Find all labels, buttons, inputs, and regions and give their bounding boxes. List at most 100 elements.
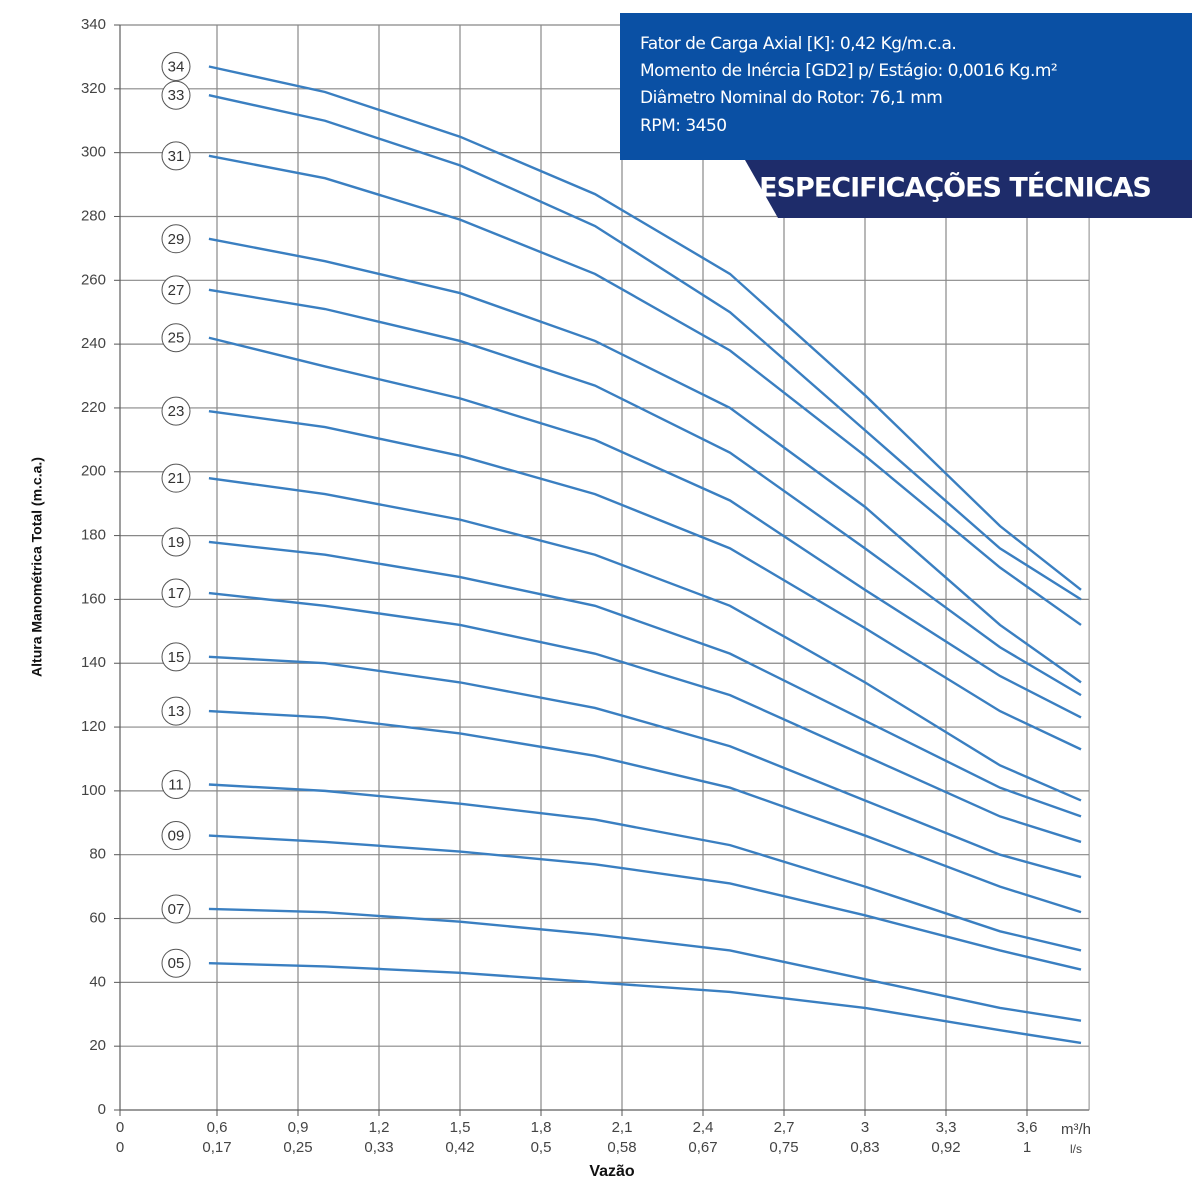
x-tick-label: 3,6 <box>1017 1119 1038 1136</box>
curve-label-circle <box>161 578 191 608</box>
y-tick-label: 280 <box>81 207 106 224</box>
curve-label: 13 <box>168 703 185 720</box>
curve-label-circle <box>161 275 191 305</box>
curve-label-circle <box>161 396 191 426</box>
curve-label-circle <box>161 141 191 171</box>
y-tick-label: 300 <box>81 144 106 161</box>
curve-label: 09 <box>168 828 185 845</box>
curve <box>208 237 1082 684</box>
x-tick-label: 1,8 <box>531 1119 552 1136</box>
curve <box>208 834 1082 971</box>
curve-label-circle <box>161 80 191 110</box>
curve-label: 05 <box>168 955 185 972</box>
curve-label-circle <box>161 642 191 672</box>
curve <box>208 336 1082 719</box>
curve <box>208 94 1082 601</box>
y-tick-label: 260 <box>81 271 106 288</box>
curve-label-circle <box>161 323 191 353</box>
y-tick-label: 120 <box>81 718 106 735</box>
curve-label: 07 <box>168 901 185 918</box>
y-tick-label: 220 <box>81 399 106 416</box>
spec-line: RPM: 3450 <box>640 116 727 136</box>
y-tick-label: 80 <box>89 846 106 863</box>
x2-tick-label: 0,92 <box>931 1139 960 1156</box>
x-unit: m³/h <box>1061 1121 1091 1138</box>
y-tick-label: 60 <box>89 909 106 926</box>
x2-tick-label: 0,33 <box>364 1139 393 1156</box>
x-tick-label: 0,9 <box>288 1119 309 1136</box>
curve <box>208 288 1082 697</box>
spec-line: Fator de Carga Axial [K]: 0,42 Kg/m.c.a. <box>640 34 956 54</box>
x-tick-label: 2,7 <box>774 1119 795 1136</box>
curve <box>208 476 1082 802</box>
x-tick-label: 0 <box>116 1119 124 1136</box>
x2-tick-label: 0,58 <box>607 1139 636 1156</box>
x-tick-label: 2,4 <box>693 1119 714 1136</box>
y-tick-label: 240 <box>81 335 106 352</box>
x-tick-label: 1,2 <box>369 1119 390 1136</box>
y-tick-label: 180 <box>81 527 106 544</box>
spec-line: Momento de Inércia [GD2] p/ Estágio: 0,0… <box>640 61 1057 81</box>
spec-title: ESPECIFICAÇÕES TÉCNICAS <box>759 172 1151 204</box>
y-tick-label: 140 <box>81 654 106 671</box>
curve-label: 19 <box>168 534 185 551</box>
curve <box>208 655 1082 879</box>
curve-label-circle <box>161 696 191 726</box>
curve-label: 17 <box>168 585 185 602</box>
curve-label: 27 <box>168 282 185 299</box>
curve-label-circle <box>161 51 191 81</box>
y-tick-label: 20 <box>89 1037 106 1054</box>
curve-label: 11 <box>168 776 184 793</box>
y-tick-label: 200 <box>81 463 106 480</box>
curve-label-circle <box>161 821 191 851</box>
curve-label-circle <box>161 224 191 254</box>
curve-label-circle <box>161 948 191 978</box>
curve-label: 33 <box>168 87 185 104</box>
y-tick-label: 0 <box>98 1101 106 1118</box>
curve-label-circle <box>161 894 191 924</box>
x-axis-title: Vazão <box>589 1163 635 1180</box>
curve-label: 29 <box>168 231 185 248</box>
x-tick-label: 2,1 <box>612 1119 633 1136</box>
curve <box>208 65 1082 591</box>
curve <box>208 783 1082 952</box>
x2-tick-label: 0 <box>116 1139 124 1156</box>
y-tick-label: 40 <box>89 973 106 990</box>
curve-label-circle <box>161 770 191 799</box>
curve <box>208 409 1082 751</box>
curve-label: 21 <box>168 470 185 487</box>
x-tick-label: 3 <box>861 1119 869 1136</box>
x2-unit: l/s <box>1070 1142 1082 1156</box>
y-tick-label: 340 <box>81 16 106 33</box>
curve-label: 25 <box>168 330 185 347</box>
curve <box>208 154 1082 626</box>
curve-label: 23 <box>168 403 185 420</box>
curve <box>208 591 1082 844</box>
y-tick-label: 320 <box>81 80 106 97</box>
x-tick-label: 1,5 <box>450 1119 471 1136</box>
x2-tick-label: 0,75 <box>769 1139 798 1156</box>
x2-tick-label: 0,83 <box>850 1139 879 1156</box>
y-tick-label: 160 <box>81 590 106 607</box>
curve-label-circle <box>161 463 191 493</box>
x2-tick-label: 1 <box>1023 1139 1031 1156</box>
curve-label: 31 <box>168 148 185 165</box>
curve <box>208 540 1082 818</box>
x2-tick-label: 0,42 <box>445 1139 474 1156</box>
x2-tick-label: 0,67 <box>688 1139 717 1156</box>
curve <box>208 907 1082 1022</box>
curve-label: 15 <box>168 649 185 666</box>
curve-label-circle <box>161 527 191 557</box>
x2-tick-label: 0,5 <box>531 1139 552 1156</box>
curve <box>208 962 1082 1045</box>
curve <box>208 709 1082 914</box>
spec-title-band <box>745 160 1192 218</box>
spec-box <box>620 13 1192 160</box>
curve-label: 34 <box>168 58 185 75</box>
x-tick-label: 3,3 <box>936 1119 957 1136</box>
x2-tick-label: 0,25 <box>283 1139 312 1156</box>
y-axis-title: Altura Manométrica Total (m.c.a.) <box>29 457 45 677</box>
x2-tick-label: 0,17 <box>202 1139 231 1156</box>
spec-line: Diâmetro Nominal do Rotor: 76,1 mm <box>640 88 942 108</box>
